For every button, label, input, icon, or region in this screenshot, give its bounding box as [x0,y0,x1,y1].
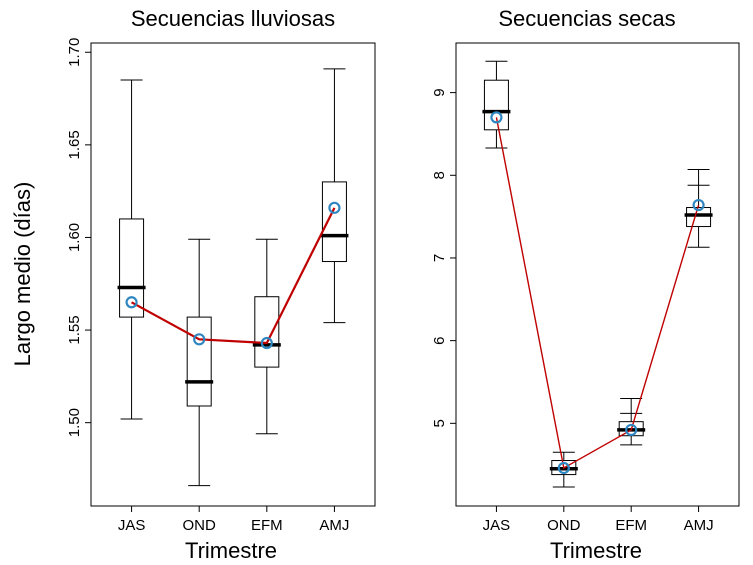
plot-frame-dry [455,42,740,507]
ylabel-rainy: Largo medio (días) [10,182,35,367]
xlabel-dry: Trimestre [550,538,642,563]
xtick-label-rainy: EFM [251,517,283,534]
boxplot-ond-rainy [185,238,214,487]
mean-point-efm-rainy [260,336,273,350]
title-dry: Secuencias secas [498,6,675,31]
mean-point-jas-rainy [125,296,138,309]
box-iqr [254,296,280,368]
box-iqr [686,207,712,228]
xlabel-rainy: Trimestre [185,538,277,563]
xtick-label-rainy: OND [183,517,217,534]
boxplot-ond-dry [549,451,578,488]
panel-rainy: Secuencias lluviosas 1.50 1.55 1.60 1.65 1.7… [10,6,376,563]
boxplot-efm-rainy [252,238,281,435]
ytick-label-dry: 6 [431,336,448,344]
mean-point-jas-dry [490,111,503,124]
box-iqr [119,218,145,318]
panel-dry: Secuencias secas 5 6 7 8 9 JAS OND EFM AMJ Trime… [431,6,740,563]
xtick-label-dry: OND [547,517,581,534]
ytick-label-dry: 9 [431,88,448,96]
xtick-label-dry: JAS [483,517,511,534]
boxplot-jas-rainy [117,79,146,420]
xtick-label-rainy: AMJ [319,517,349,534]
mean-point-ond-rainy [193,333,206,346]
mean-point-efm-dry [625,423,638,437]
boxplot-amj-rainy [320,68,349,324]
ytick-label-dry: 5 [431,419,448,427]
mean-point-ond-dry [557,461,570,475]
mean-line-dry [495,117,700,470]
box-iqr [321,181,347,263]
boxplot-jas-dry [482,60,511,149]
title-rainy: Secuencias lluviosas [131,6,335,31]
ytick-label-rainy: 1.55 [66,315,83,344]
mean-point-amj-rainy [328,201,341,214]
boxplot-amj-dry [684,184,713,248]
ytick-label-rainy: 1.70 [66,38,83,67]
box-iqr [186,316,212,407]
mean-line-rainy [131,207,336,345]
mean-point-amj-dry [692,198,705,212]
xtick-label-rainy: JAS [118,517,146,534]
ytick-label-rainy: 1.65 [66,130,83,159]
xtick-label-dry: AMJ [684,517,714,534]
plot-frame-rainy [90,42,376,507]
ytick-label-dry: 7 [431,254,448,262]
ytick-label-dry: 8 [431,171,448,179]
ytick-label-rainy: 1.60 [66,223,83,252]
ytick-label-rainy: 1.50 [66,408,83,437]
xtick-label-dry: EFM [615,517,647,534]
